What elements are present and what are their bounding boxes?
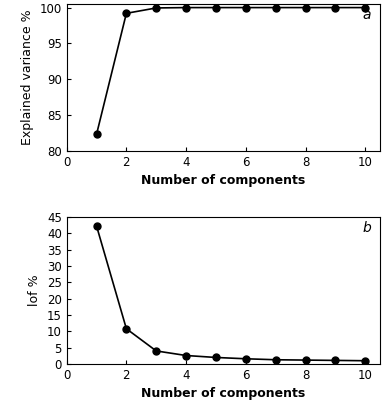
Y-axis label: Explained variance %: Explained variance % <box>21 10 34 145</box>
Y-axis label: lof %: lof % <box>28 275 41 306</box>
Text: b: b <box>362 222 371 236</box>
Text: a: a <box>362 8 371 22</box>
X-axis label: Number of components: Number of components <box>141 388 306 400</box>
X-axis label: Number of components: Number of components <box>141 174 306 187</box>
